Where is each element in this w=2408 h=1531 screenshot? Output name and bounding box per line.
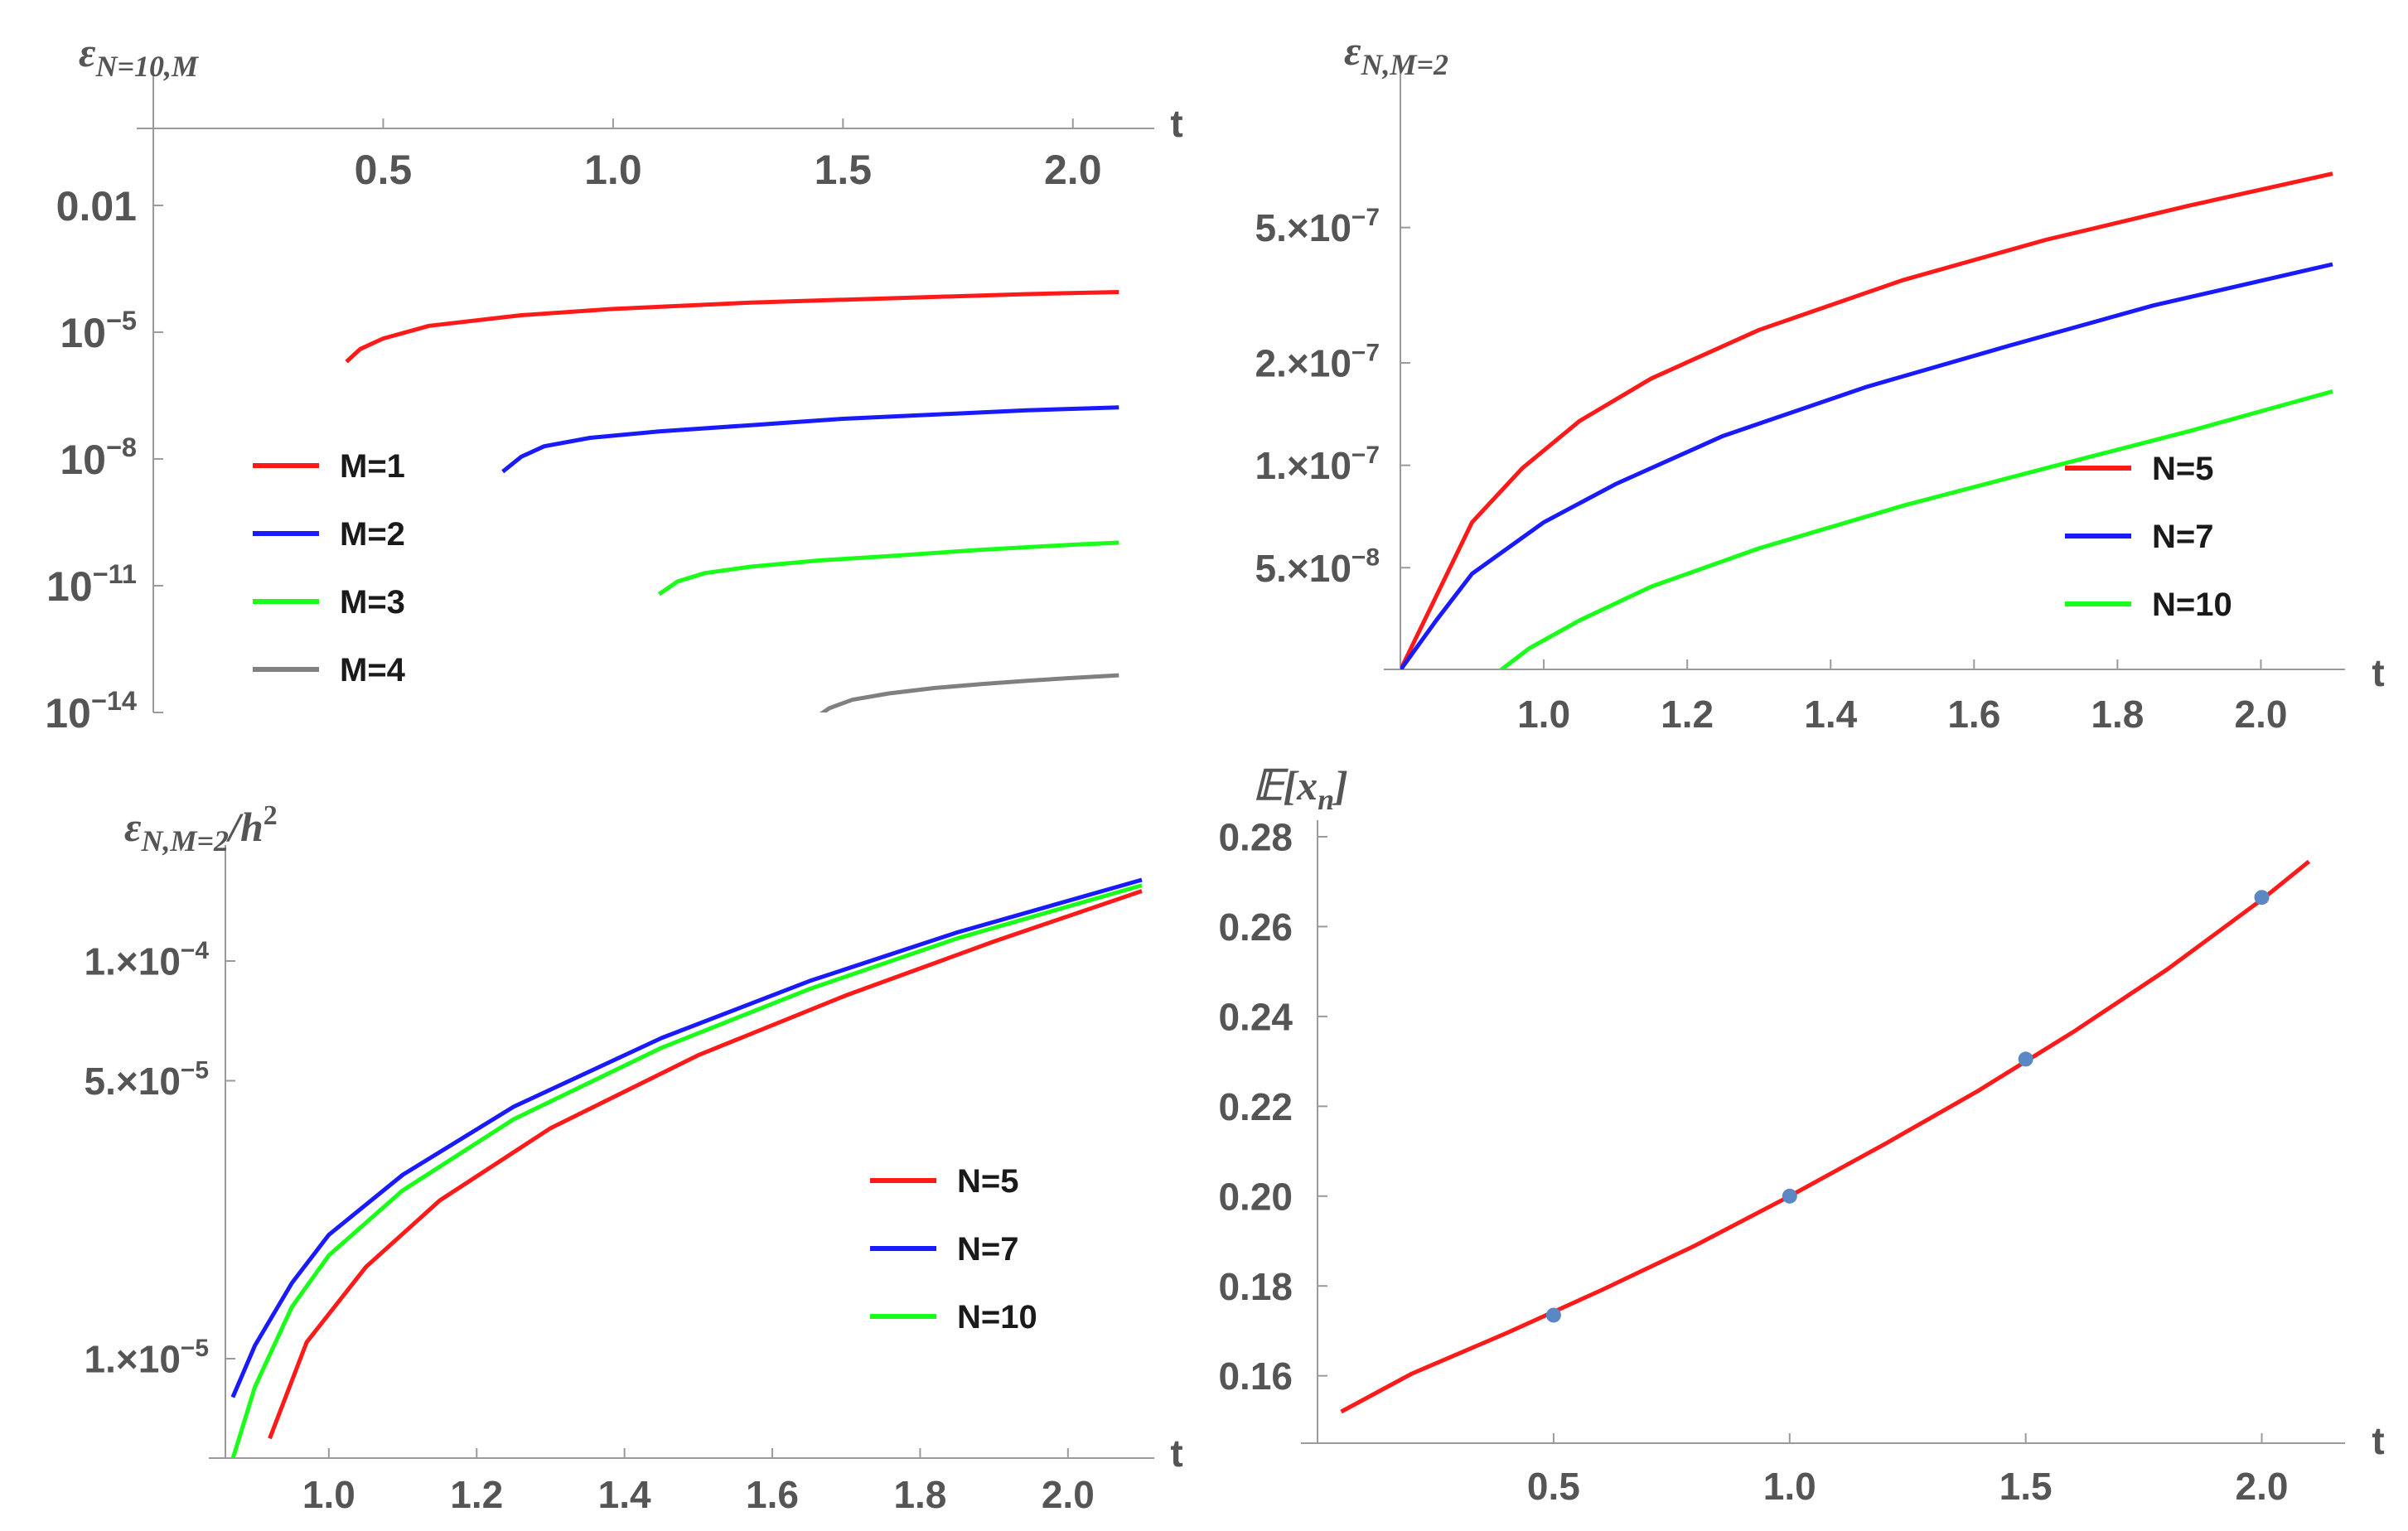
x-tick-label: 1.0 bbox=[1763, 1465, 1816, 1508]
x-tick-label: 1.6 bbox=[1947, 693, 2000, 736]
x-tick-label: 1.0 bbox=[584, 147, 642, 193]
x-tick-label: 1.5 bbox=[1999, 1465, 2053, 1508]
data-point bbox=[1782, 1188, 1797, 1204]
chart-title: 𝔼[xn] bbox=[1253, 762, 1348, 816]
y-tick-label: 0.16 bbox=[1218, 1355, 1293, 1398]
y-tick-label: 1.×10−5 bbox=[85, 1335, 210, 1380]
data-point bbox=[1545, 1307, 1561, 1323]
x-tick-label: 1.0 bbox=[1517, 693, 1570, 736]
panel-top-left: 0.5 1.0 1.5 2.0 t 0.01 10−5 10−8 10−11 10−14 εN=10… bbox=[45, 29, 1182, 737]
x-tick-label: 1.4 bbox=[598, 1473, 651, 1516]
data-point bbox=[2254, 890, 2270, 906]
x-axis-label: t bbox=[1170, 1432, 1182, 1475]
series-line-e-x-n- bbox=[1340, 859, 2311, 1414]
y-tick-label: 10−14 bbox=[45, 686, 137, 737]
y-tick-label: 0.01 bbox=[56, 183, 137, 229]
legend-label: N=7 bbox=[957, 1231, 1019, 1268]
x-tick-label: 2.0 bbox=[2234, 693, 2287, 736]
x-tick-label: 0.5 bbox=[355, 147, 413, 193]
chart-title: εN=10,M bbox=[79, 29, 200, 83]
chart-title: εN,M=2/h2 bbox=[124, 800, 278, 857]
series-line-n-7 bbox=[230, 877, 1143, 1398]
x-tick-label: 2.0 bbox=[2236, 1465, 2289, 1508]
y-tick-label: 0.24 bbox=[1218, 995, 1293, 1038]
x-axis-label: t bbox=[1170, 102, 1182, 145]
y-tick-label: 0.28 bbox=[1218, 816, 1293, 859]
chart-title: εN,M=2 bbox=[1344, 27, 1448, 81]
y-tick-label: 2.×10−7 bbox=[1255, 339, 1380, 384]
panel-bottom-left: 1.0 1.2 1.4 1.6 1.8 2.0 t 1.×10−4 5.×10−5 1.×10−5… bbox=[85, 800, 1183, 1516]
legend-label: N=5 bbox=[957, 1163, 1019, 1200]
x-tick-label: 1.0 bbox=[302, 1473, 355, 1516]
x-tick-label: 2.0 bbox=[1042, 1473, 1095, 1516]
y-tick-label: 10−5 bbox=[60, 306, 137, 356]
panel-bottom-right: 0.5 1.0 1.5 2.0 t 0.16 0.18 0.20 0.22 0.24 0.26 0.2… bbox=[1218, 762, 2384, 1508]
y-tick-label: 5.×10−7 bbox=[1255, 204, 1380, 249]
x-tick-label: 1.2 bbox=[1661, 693, 1714, 736]
x-tick-label: 0.5 bbox=[1527, 1465, 1580, 1508]
legend-label: N=7 bbox=[2152, 519, 2214, 555]
x-tick-label: 1.6 bbox=[746, 1473, 799, 1516]
y-tick-label: 0.20 bbox=[1218, 1175, 1293, 1218]
legend-label: N=5 bbox=[2152, 451, 2214, 487]
series-line-m-2 bbox=[501, 405, 1119, 474]
series-line-m-4 bbox=[819, 673, 1119, 712]
series-line-n-5 bbox=[268, 889, 1143, 1440]
x-tick-label: 1.8 bbox=[893, 1473, 946, 1516]
y-tick-label: 1.×10−4 bbox=[85, 937, 210, 983]
legend-label: M=4 bbox=[340, 652, 406, 688]
legend-label: M=3 bbox=[340, 584, 405, 621]
data-point bbox=[2018, 1051, 2033, 1067]
x-tick-label: 2.0 bbox=[1044, 147, 1102, 193]
series-line-n-5 bbox=[1400, 171, 2333, 669]
y-tick-label: 0.18 bbox=[1218, 1265, 1293, 1308]
y-tick-label: 10−8 bbox=[60, 432, 137, 483]
legend-label: M=1 bbox=[340, 448, 405, 485]
x-tick-label: 1.2 bbox=[450, 1473, 503, 1516]
y-tick-label: 1.×10−7 bbox=[1255, 442, 1380, 487]
series-line-m-1 bbox=[345, 290, 1119, 364]
y-tick-label: 0.26 bbox=[1218, 906, 1293, 949]
legend-label: M=2 bbox=[340, 516, 405, 553]
legend-label: N=10 bbox=[957, 1299, 1037, 1335]
x-tick-label: 1.8 bbox=[2091, 693, 2144, 736]
x-tick-label: 1.5 bbox=[815, 147, 873, 193]
legend-label: N=10 bbox=[2152, 587, 2232, 623]
y-tick-label: 5.×10−5 bbox=[85, 1057, 210, 1103]
x-axis-label: t bbox=[2372, 651, 2384, 694]
y-tick-label: 5.×10−8 bbox=[1255, 543, 1380, 589]
series-line-n-10 bbox=[230, 883, 1143, 1458]
series-line-m-3 bbox=[657, 540, 1119, 596]
y-tick-label: 10−11 bbox=[46, 559, 137, 610]
y-tick-label: 0.22 bbox=[1218, 1085, 1293, 1128]
x-axis-label: t bbox=[2372, 1419, 2384, 1462]
x-tick-label: 1.4 bbox=[1804, 693, 1857, 736]
series-line-n-7 bbox=[1400, 262, 2333, 669]
series-line-n-10 bbox=[1499, 389, 2333, 669]
panel-top-right: 1.0 1.2 1.4 1.6 1.8 2.0 t 5.×10−7 2.×10−7 1.×10−7… bbox=[1255, 27, 2385, 736]
